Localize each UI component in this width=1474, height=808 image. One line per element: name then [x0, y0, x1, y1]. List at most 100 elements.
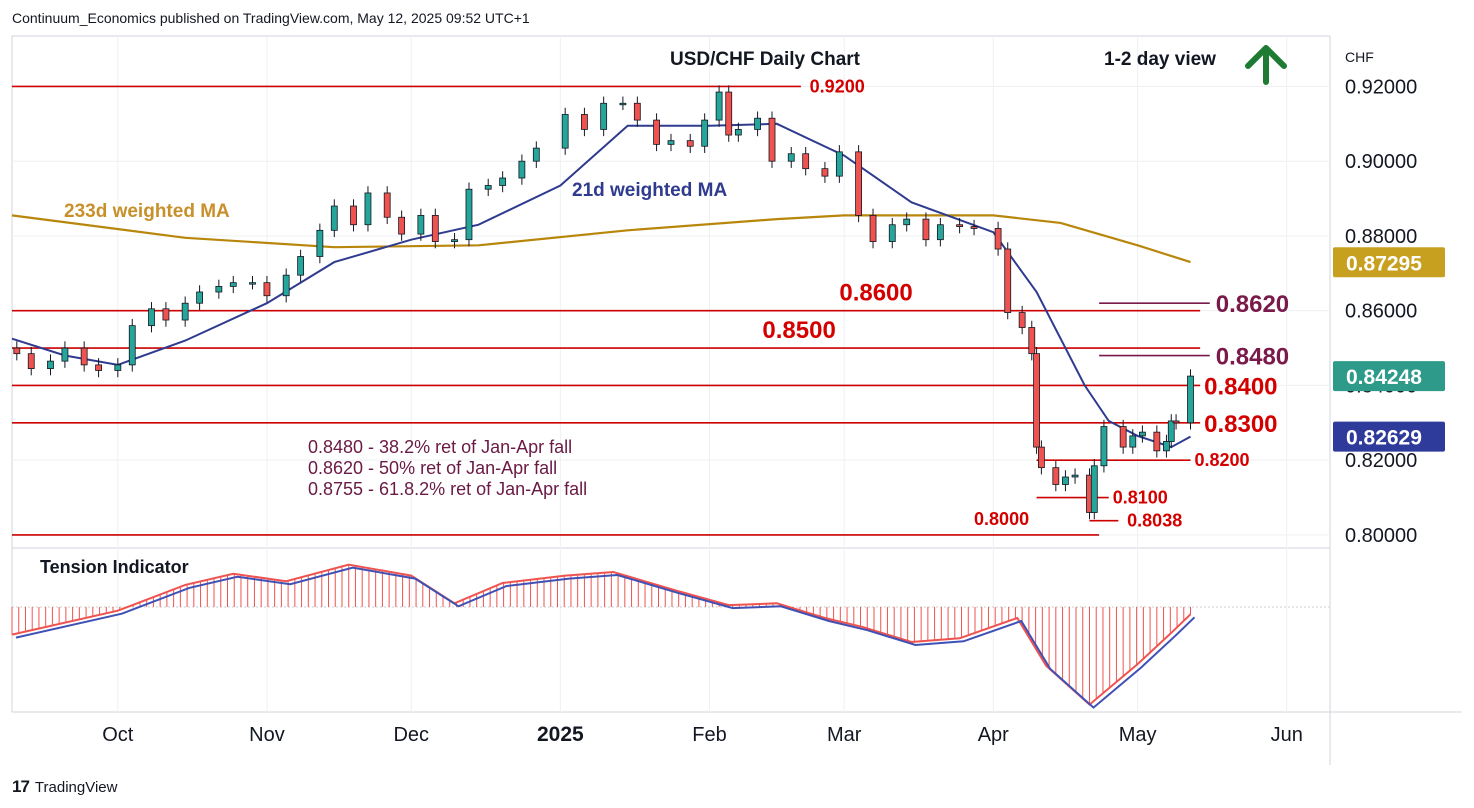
candle	[451, 239, 458, 242]
candle	[1100, 426, 1108, 467]
candle	[128, 325, 136, 366]
tension-line	[15, 566, 1196, 709]
candle	[888, 224, 896, 242]
price-badge-label: 0.82629	[1346, 427, 1422, 450]
candle	[1167, 420, 1175, 442]
publisher-header: Continuum_Economics published on Trading…	[12, 10, 530, 26]
candle	[1172, 420, 1180, 424]
candle	[1037, 446, 1045, 469]
x-tick-label: Apr	[978, 724, 1009, 746]
candle	[619, 102, 627, 106]
level-label: 0.8038	[1127, 511, 1182, 531]
price-badge	[1333, 247, 1445, 278]
candle	[465, 188, 473, 241]
ma21-label: 21d weighted MA	[572, 180, 727, 201]
footer-brand: TradingView	[34, 778, 118, 796]
fib-annotation: 0.8620 - 50% ret of Jan-Apr fall	[308, 458, 557, 478]
candle	[215, 285, 223, 293]
x-tick-label: May	[1119, 724, 1157, 746]
candle	[994, 228, 1002, 250]
x-tick-label: Jun	[1271, 724, 1303, 746]
candle	[667, 140, 675, 145]
level-label: 0.8100	[1113, 488, 1168, 508]
y-tick-label: 0.80000	[1345, 525, 1417, 547]
candle	[316, 229, 324, 257]
level-label: 0.8400	[1204, 373, 1277, 400]
level-label: 0.8500	[762, 317, 835, 344]
candle	[715, 91, 723, 121]
candle	[1052, 467, 1060, 485]
candle	[95, 364, 102, 371]
candle	[61, 347, 69, 362]
tradingview-logo-icon: 17	[12, 777, 30, 796]
candle	[431, 214, 439, 242]
y-tick-label: 0.82000	[1345, 450, 1417, 472]
price-badge	[1333, 421, 1445, 452]
fib-annotation: 0.8480 - 38.2% ret of Jan-Apr fall	[308, 437, 572, 457]
candle	[484, 185, 492, 190]
x-tick-label: Feb	[692, 724, 726, 746]
candle	[1018, 312, 1026, 328]
candle	[1187, 375, 1194, 424]
candle	[970, 226, 978, 229]
candle	[249, 282, 256, 285]
candle	[383, 192, 391, 218]
y-tick-label: 0.86000	[1345, 301, 1417, 323]
candle	[263, 282, 271, 297]
candle	[398, 216, 406, 235]
candle	[734, 129, 742, 136]
candle	[499, 177, 507, 186]
candle	[1090, 465, 1098, 513]
candle	[802, 153, 810, 170]
candle	[148, 308, 155, 327]
candle	[754, 117, 761, 130]
ma233-label: 233d weighted MA	[64, 201, 230, 222]
candle	[1139, 431, 1146, 437]
candle	[364, 192, 372, 226]
fib-annotation: 0.8755 - 61.8.2% ret of Jan-Apr fall	[308, 479, 587, 499]
candle	[282, 274, 290, 297]
price-badge-label: 0.84248	[1346, 366, 1422, 389]
candle	[1119, 426, 1127, 448]
currency-label: CHF	[1345, 49, 1374, 65]
candle	[922, 218, 930, 241]
candle	[1153, 431, 1161, 452]
candle	[532, 147, 540, 162]
level-label: 0.8600	[839, 280, 912, 307]
candle	[686, 140, 694, 147]
ma233-line	[11, 214, 1191, 264]
up-arrow-shape	[1245, 45, 1287, 85]
candle	[725, 91, 733, 136]
candle	[821, 168, 829, 177]
candle	[1033, 353, 1040, 448]
fib-label: 0.8620	[1216, 291, 1289, 318]
candle	[1062, 476, 1069, 485]
ma21-line	[11, 122, 1191, 449]
price-badge-label: 0.87295	[1346, 252, 1422, 275]
candle	[561, 114, 569, 149]
candle	[633, 102, 641, 121]
level-label: 0.9200	[810, 76, 865, 96]
candle	[181, 302, 189, 321]
candle	[1163, 441, 1170, 452]
candle	[330, 205, 338, 231]
candle	[768, 117, 776, 162]
candle	[1028, 327, 1036, 355]
candle	[581, 114, 588, 130]
candle	[229, 282, 237, 287]
level-label: 0.8300	[1204, 411, 1277, 438]
candle	[297, 256, 305, 276]
x-tick-label: Oct	[102, 724, 134, 746]
x-tick-label: 2025	[537, 723, 584, 746]
y-tick-label: 0.90000	[1345, 151, 1417, 173]
up-arrow-icon	[1245, 45, 1287, 85]
tension-histogram	[11, 564, 1192, 705]
candle	[701, 119, 709, 147]
level-label: 0.8000	[974, 509, 1029, 529]
candle	[653, 119, 660, 145]
candle	[350, 205, 357, 226]
candle	[1129, 435, 1137, 448]
candles-group	[13, 85, 1194, 520]
candle	[869, 214, 877, 242]
